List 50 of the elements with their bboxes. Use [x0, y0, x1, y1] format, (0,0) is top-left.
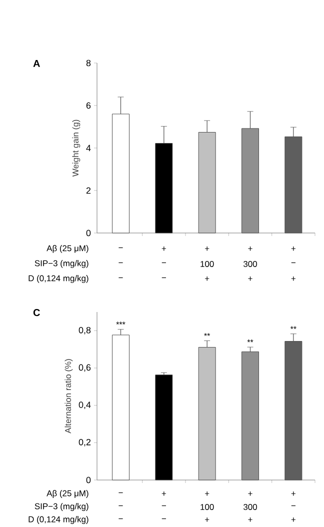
- text: −: [162, 277, 166, 278]
- text: −: [118, 277, 123, 278]
- y-axis-title: Weight gain (g): [72, 120, 80, 177]
- text: +: [291, 518, 296, 522]
- text: −: [291, 505, 296, 506]
- text: +: [205, 276, 210, 281]
- text: +: [205, 492, 210, 496]
- text: +: [291, 276, 296, 281]
- text: −: [162, 262, 166, 264]
- y-axis-title: Alternation ratio (%): [64, 359, 73, 434]
- text: Aβ (25 μM): [46, 245, 88, 253]
- text: D (0,124 mg/kg): [28, 516, 88, 524]
- text: −: [162, 518, 166, 520]
- text: −: [118, 505, 123, 506]
- text: −: [162, 505, 166, 506]
- y-tick-label: 0: [86, 230, 91, 236]
- text: +: [291, 246, 296, 251]
- text: SIP−3 (mg/kg): [34, 260, 88, 268]
- chart-title: A: [33, 60, 40, 67]
- text: −: [118, 492, 123, 494]
- text: −: [118, 262, 123, 264]
- text: Aβ (25 μM): [46, 490, 88, 498]
- text: +: [248, 492, 252, 496]
- y-tick-label: 2: [86, 187, 91, 194]
- y-tick-label: 0,2: [78, 438, 91, 446]
- text: 100: [200, 504, 214, 510]
- y-tick-label: 8: [86, 60, 91, 66]
- text: SIP−3 (mg/kg): [34, 503, 88, 511]
- text: +: [248, 518, 252, 522]
- y-tick-label: 0,6: [78, 364, 91, 372]
- text: +: [162, 246, 166, 251]
- text: +: [291, 492, 296, 496]
- y-tick-label: 0: [86, 476, 91, 484]
- text: D (0,124 mg/kg): [28, 275, 88, 283]
- text: −: [118, 247, 123, 248]
- y-tick-label: 4: [86, 144, 91, 152]
- text: +: [162, 492, 166, 496]
- text: 300: [244, 261, 257, 267]
- text: −: [118, 518, 123, 520]
- text: 300: [244, 504, 257, 510]
- text: +: [248, 246, 252, 251]
- text: −: [291, 262, 296, 264]
- text: +: [205, 246, 210, 251]
- text: 100: [200, 261, 214, 267]
- chart-title: C: [33, 309, 40, 316]
- y-tick-label: 0,8: [78, 326, 91, 334]
- text: +: [205, 518, 210, 522]
- y-tick-label: 6: [86, 102, 91, 109]
- text: +: [248, 276, 252, 281]
- y-tick-label: 0,4: [78, 402, 91, 410]
